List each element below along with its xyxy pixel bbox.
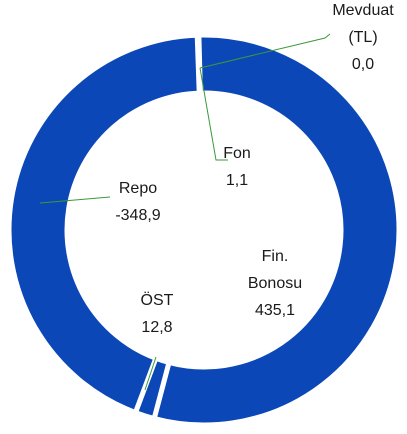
leader-line [199, 33, 331, 69]
category-label: ÖST [140, 292, 174, 309]
category-label: Repo [118, 180, 158, 197]
value-label: 12,8 [141, 319, 173, 336]
category-label: Fon [223, 145, 251, 162]
slice [6, 32, 202, 416]
leader-line [144, 356, 157, 391]
slice-label: Fon 1,1 [207, 140, 267, 194]
category-label: Fin. Bonosu [247, 248, 303, 292]
value-label: 0,0 [351, 56, 375, 73]
value-label: -348,9 [115, 207, 161, 224]
value-label: 435,1 [254, 302, 296, 319]
slice-label: ÖST 12,8 [127, 287, 187, 341]
slice-label: Fin. Bonosu 435,1 [245, 243, 305, 324]
slice [151, 32, 402, 428]
slices [6, 32, 402, 428]
value-label: 1,1 [225, 172, 249, 189]
category-label: Mevduat (TL) [332, 2, 394, 46]
leader-line [39, 196, 111, 204]
slice-label: Repo -348,9 [103, 175, 173, 229]
leader-line [199, 67, 228, 161]
slice-label: Mevduat (TL) 0,0 [328, 0, 398, 78]
